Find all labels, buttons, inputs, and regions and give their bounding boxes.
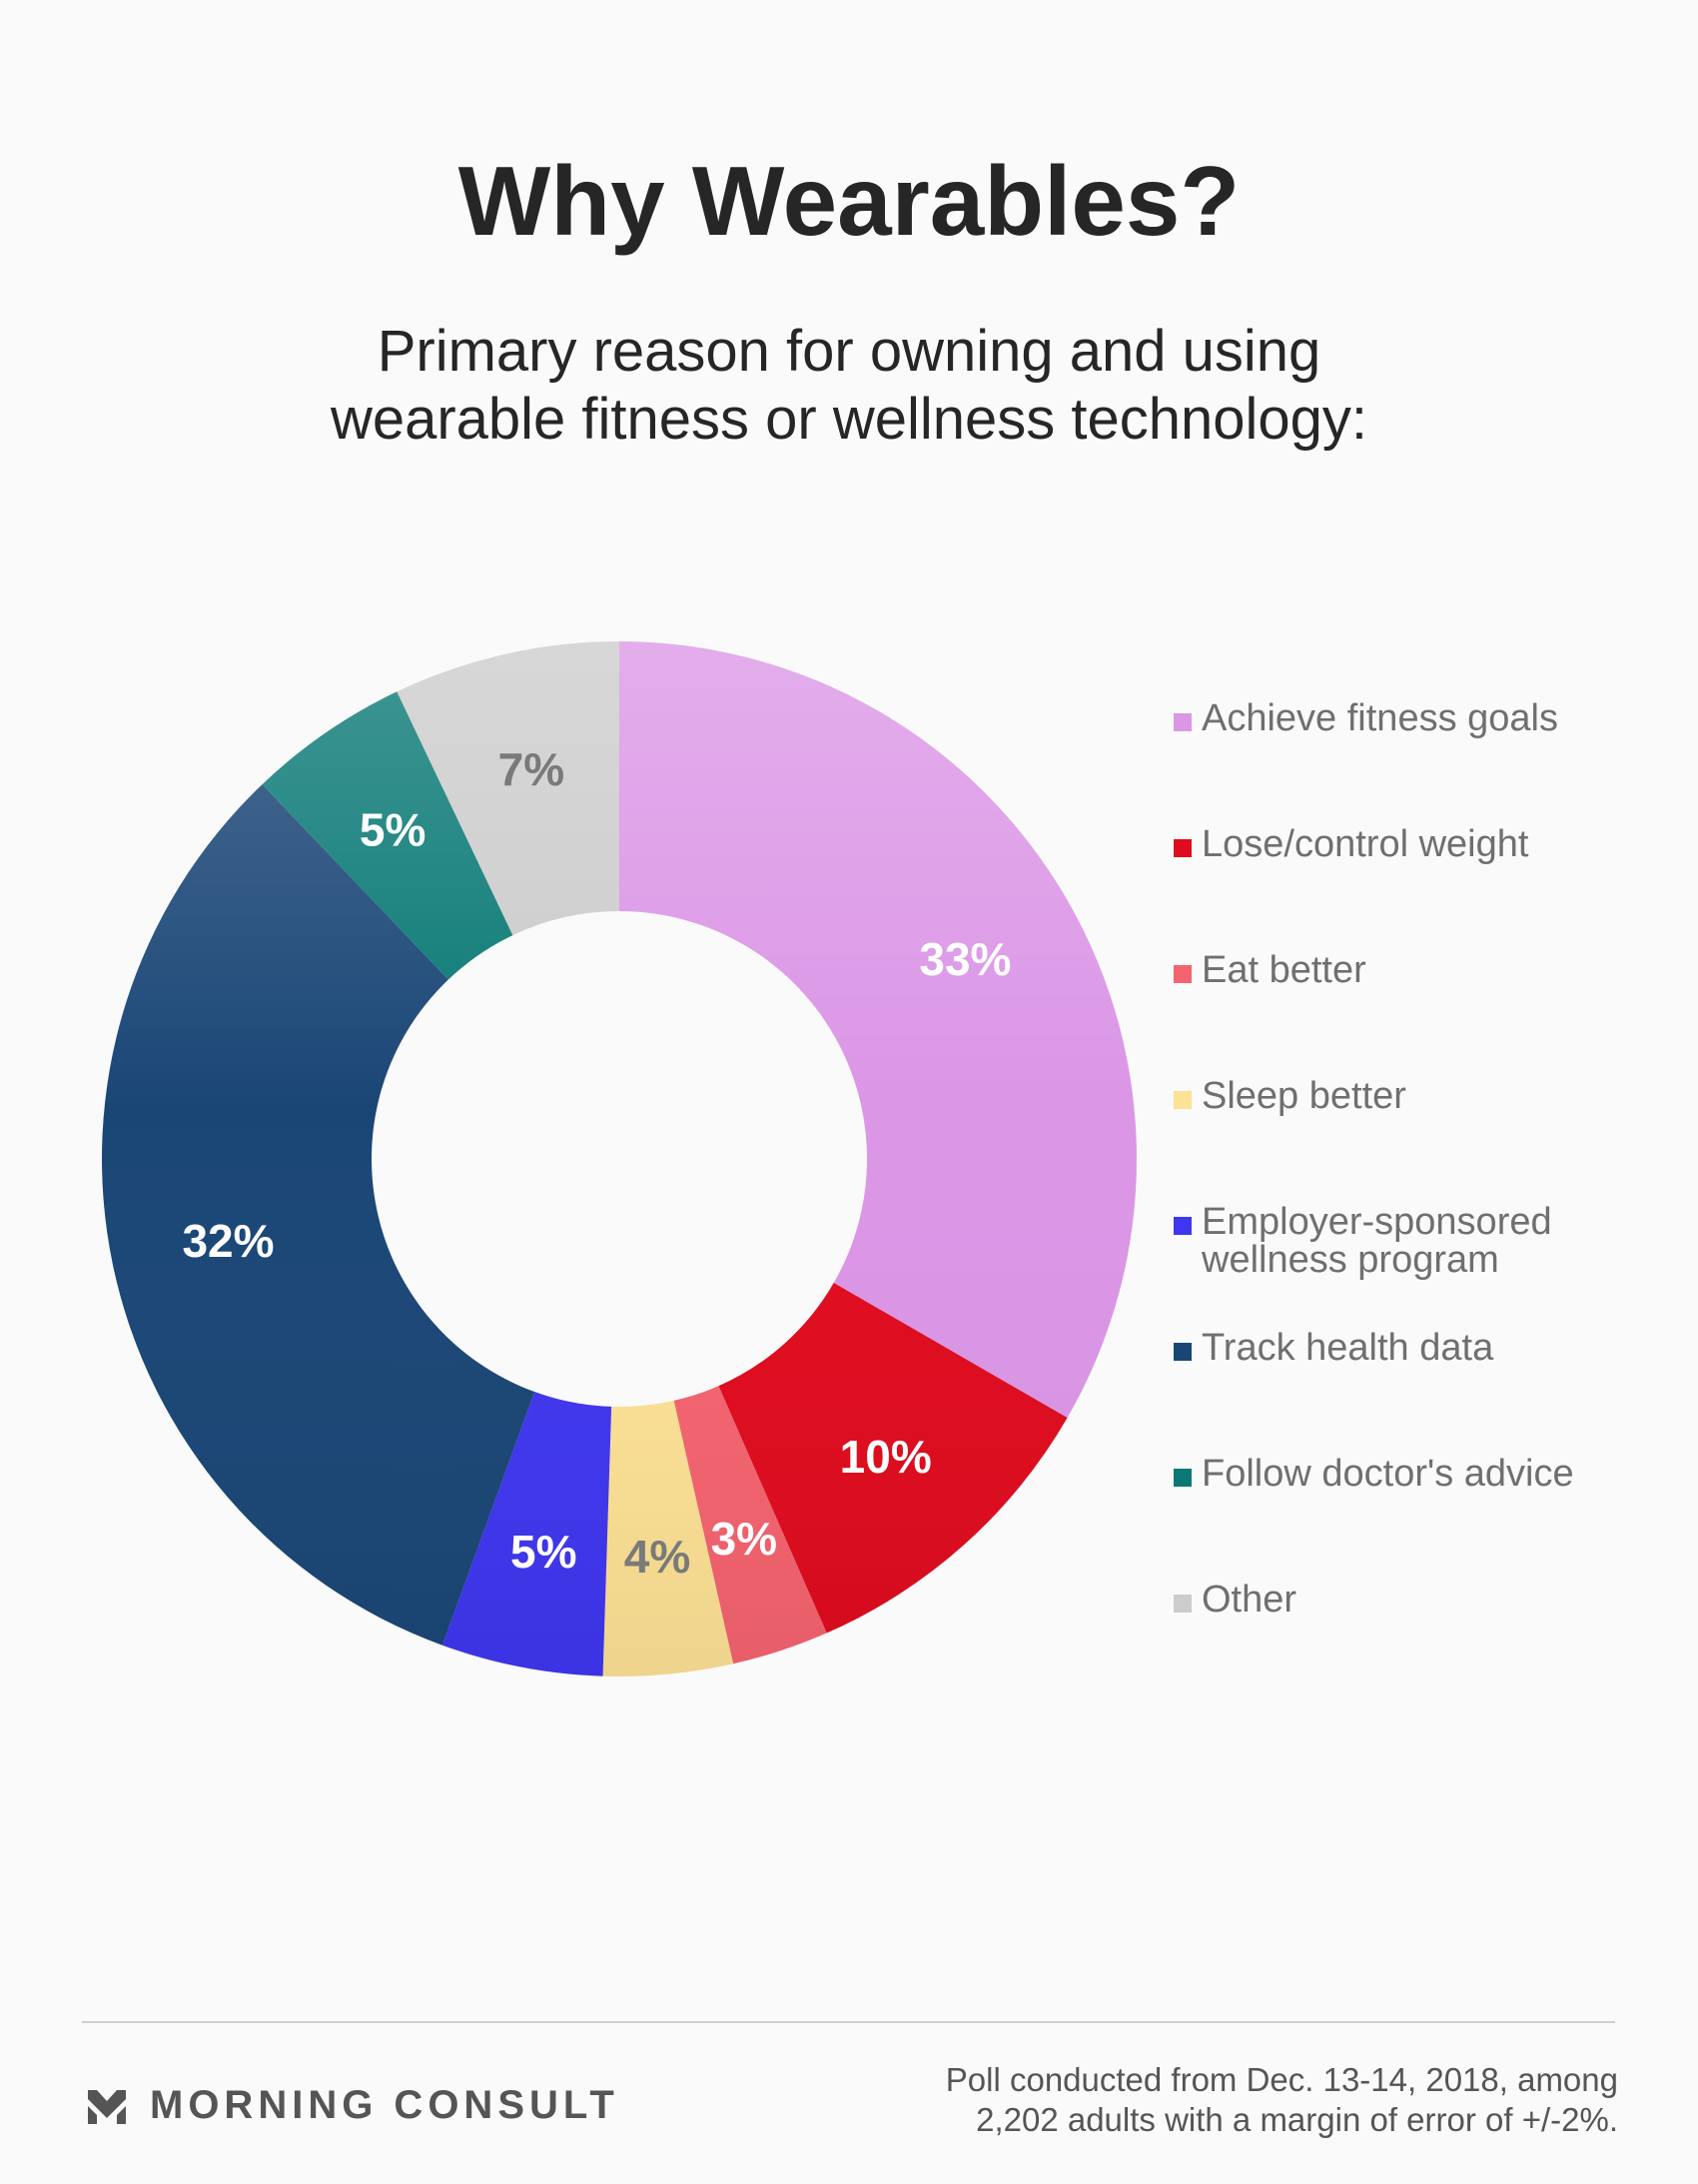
slice-label-eat-better: 3% (711, 1513, 777, 1565)
legend-swatch (1174, 1091, 1192, 1109)
slice-label-achieve-fitness-goals: 33% (919, 933, 1011, 985)
subtitle-line-1: Primary reason for owning and using (377, 319, 1321, 384)
poll-note-line-2: 2,202 adults with a margin of error of +… (976, 2101, 1618, 2138)
poll-note-line-1: Poll conducted from Dec. 13-14, 2018, am… (945, 2061, 1618, 2098)
legend-label: Other (1202, 1579, 1297, 1621)
legend-swatch (1174, 1469, 1192, 1487)
legend-label: Sleep better (1202, 1075, 1406, 1117)
legend-label: Achieve fitness goals (1202, 697, 1558, 739)
legend-swatch (1174, 1595, 1192, 1613)
legend-label: Track health data (1202, 1327, 1494, 1369)
slice-achieve-fitness-goals (619, 641, 1137, 1418)
slice-label-follow-doctor-s-advice: 5% (360, 804, 425, 856)
legend-swatch (1174, 713, 1192, 731)
legend-label: Eat better (1202, 949, 1366, 991)
legend-label: Lose/control weight (1202, 823, 1529, 865)
footer-divider (82, 2021, 1615, 2023)
chart-title: Why Wearables? (457, 146, 1241, 256)
legend-label: Follow doctor's advice (1202, 1453, 1574, 1495)
slice-label-lose-control-weight: 10% (840, 1431, 932, 1483)
legend-swatch (1174, 1343, 1192, 1361)
legend-label: Employer-sponsored wellness program (1202, 1201, 1552, 1281)
brand-name: MORNING CONSULT (150, 2083, 619, 2127)
subtitle-line-2: wearable fitness or wellness technology: (330, 387, 1368, 452)
chart-subtitle: Primary reason for owning and using wear… (0, 318, 1698, 454)
slice-label-sleep-better: 4% (624, 1531, 690, 1583)
legend-swatch (1174, 1217, 1192, 1235)
poll-note: Poll conducted from Dec. 13-14, 2018, am… (946, 2060, 1618, 2140)
slice-label-other: 7% (498, 743, 564, 795)
legend-swatch (1174, 965, 1192, 983)
legend-swatch (1174, 839, 1192, 857)
slice-label-employer-sponsored-wellness-program: 5% (510, 1526, 576, 1578)
slice-label-track-health-data: 32% (182, 1215, 274, 1267)
chevron-logo-icon (88, 2090, 126, 2124)
